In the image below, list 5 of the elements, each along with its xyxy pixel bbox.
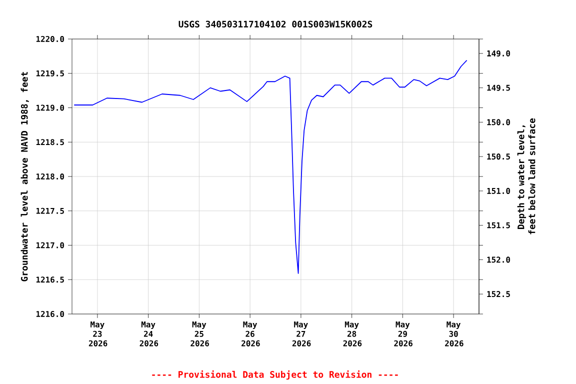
y2-axis-title: Depth to water level, feet below land surface xyxy=(517,118,536,234)
line-series xyxy=(74,60,468,274)
text: ---- Provisional Data Subject to Revision ---- xyxy=(152,370,398,380)
y-axis-title: Groundwater level above NAVD 1988, feet xyxy=(20,72,29,282)
chart-title: USGS 340503117104102 001S003W15K002S xyxy=(178,20,372,28)
